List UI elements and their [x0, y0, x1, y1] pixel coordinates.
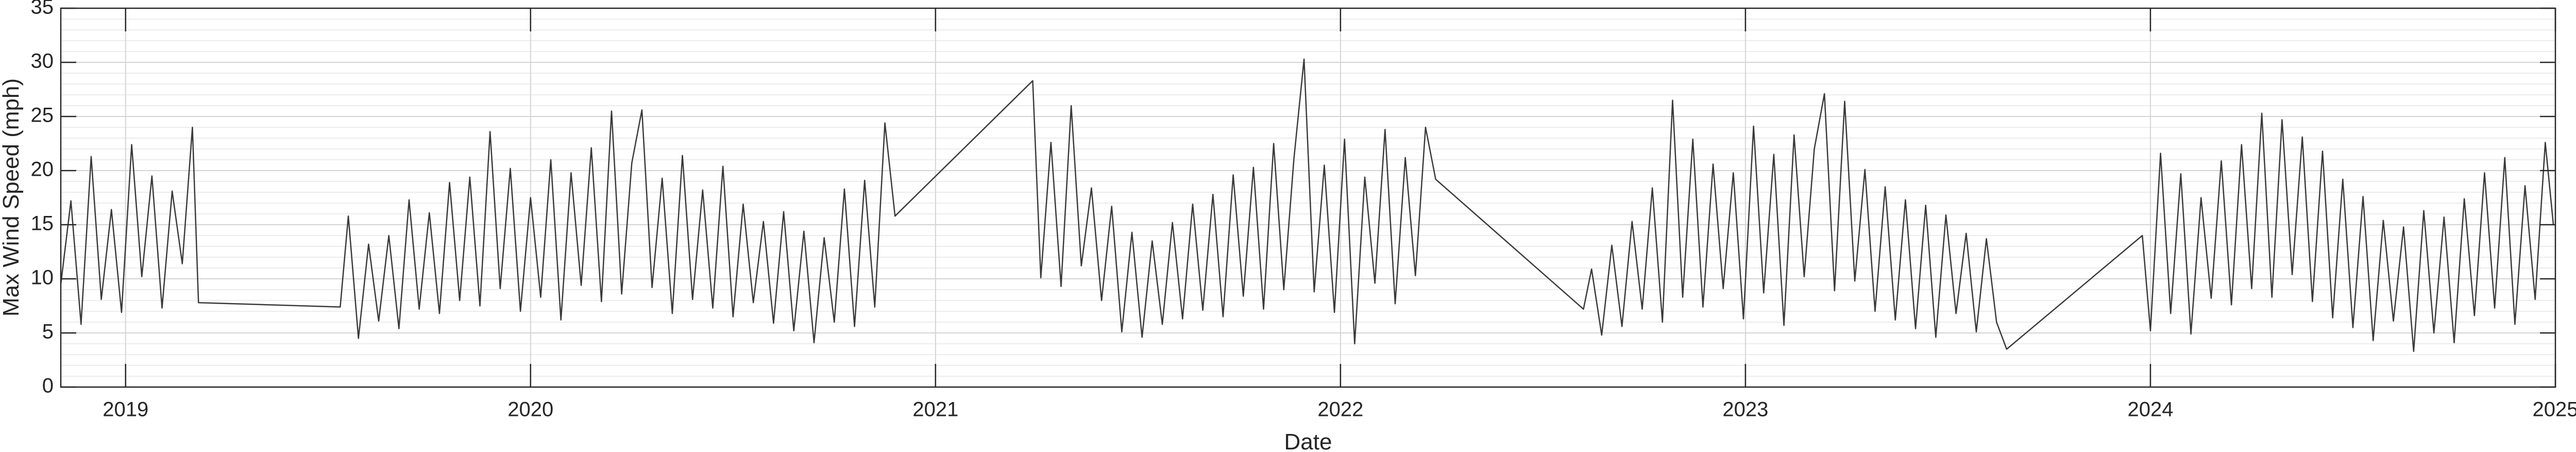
axes-box — [60, 7, 2556, 388]
grid — [61, 8, 2556, 388]
data-line — [60, 58, 2554, 352]
y-tick-label: 10 — [31, 266, 54, 289]
x-tick-label: 2024 — [2127, 398, 2173, 421]
x-axis-label: Date — [1284, 429, 1332, 452]
y-tick-label: 35 — [31, 0, 54, 19]
y-tick-label: 5 — [42, 321, 54, 343]
x-tick-label: 2020 — [507, 398, 553, 421]
y-tick-label: 30 — [31, 50, 54, 73]
y-axis-label: Max Wind Speed (mph) — [0, 78, 24, 316]
x-tick-label: 2025 — [2533, 398, 2576, 421]
y-tick-label: 15 — [31, 212, 54, 235]
y-tick-label: 25 — [31, 104, 54, 127]
y-tick-label: 20 — [31, 158, 54, 181]
x-tick-label: 2019 — [103, 398, 148, 421]
x-tick-label: 2023 — [1722, 398, 1768, 421]
plot-area — [60, 58, 2554, 352]
x-tick-label: 2021 — [912, 398, 958, 421]
y-tick-label: 0 — [42, 375, 54, 397]
x-tick-label: 2022 — [1317, 398, 1363, 421]
